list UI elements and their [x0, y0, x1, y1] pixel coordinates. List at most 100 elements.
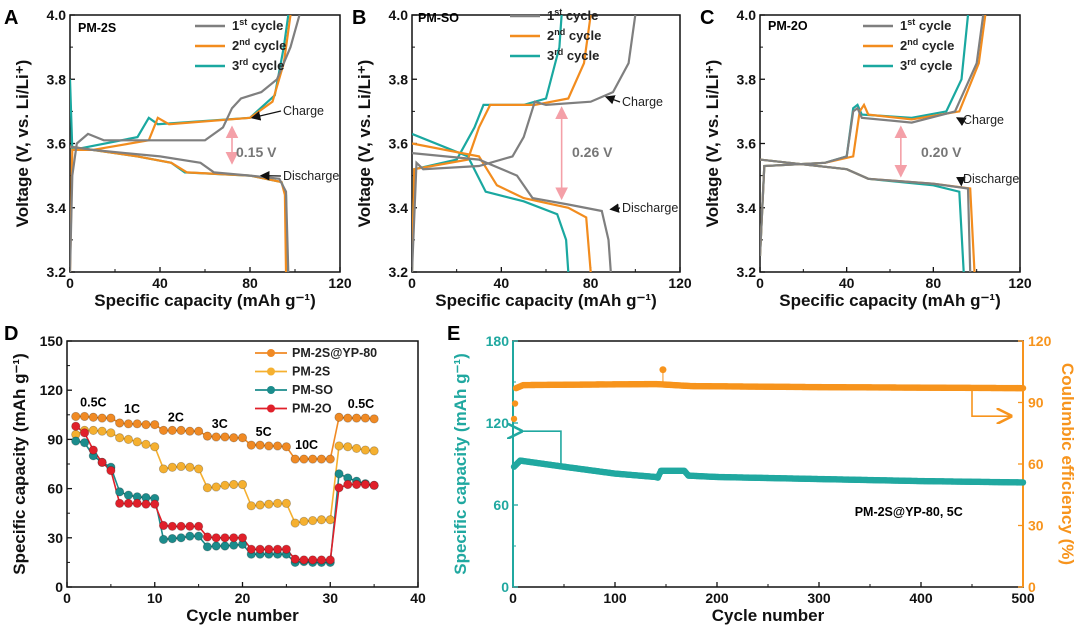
- data-point: [158, 425, 169, 435]
- data-point: [290, 518, 300, 528]
- data-point: [343, 442, 353, 452]
- data-point: [360, 479, 370, 490]
- rate-label: 2C: [168, 410, 184, 424]
- rate-label: 10C: [295, 438, 318, 452]
- discharge-label: Discharge: [622, 201, 678, 215]
- x-tick-label: 20: [235, 590, 251, 606]
- data-point: [176, 425, 186, 435]
- data-point: [264, 441, 274, 451]
- data-point: [351, 413, 362, 423]
- x-tick-label: 0: [66, 275, 74, 291]
- condition-label: PM-2S@YP-80, 5C: [855, 505, 963, 519]
- y-axis-label: Voltage (V, vs. Li/Li⁺): [355, 60, 374, 228]
- legend-suffix: cycle: [916, 58, 952, 73]
- y-tick-label: 3.8: [389, 71, 409, 87]
- x-tick-label: 40: [494, 275, 510, 291]
- x-tick-label: 400: [909, 590, 933, 606]
- charge-label: Charge: [963, 113, 1004, 127]
- y-tick-label: 3.2: [737, 264, 757, 280]
- data-point: [158, 464, 169, 474]
- y-tick-label: 120: [40, 382, 64, 398]
- legend-sup: rd: [554, 47, 563, 57]
- legend-suffix: cycle: [562, 8, 598, 23]
- legend-label: 3rd cycle: [900, 57, 952, 73]
- data-point: [334, 469, 344, 479]
- data-point: [343, 479, 353, 490]
- data-point: [360, 413, 370, 423]
- data-point: [97, 413, 107, 423]
- ce-point: [511, 400, 519, 407]
- discharge-curve-1: [70, 145, 290, 272]
- charge-label: Charge: [283, 104, 324, 118]
- x-axis-label: Specific capacity (mAh g⁻¹): [435, 291, 657, 310]
- data-point: [343, 413, 353, 423]
- y-tick-label: 90: [47, 431, 63, 447]
- data-point: [246, 544, 256, 554]
- y-tick-label: 3.6: [737, 136, 757, 152]
- legend-label: PM-SO: [292, 383, 333, 397]
- legend-num: 1: [900, 18, 907, 33]
- data-point: [194, 521, 204, 531]
- x-tick-label: 500: [1011, 590, 1035, 606]
- legend-label: 1st cycle: [232, 17, 283, 33]
- right-axis-arrow: [971, 388, 1011, 416]
- legend-label: PM-2O: [292, 402, 332, 416]
- data-point: [141, 439, 151, 449]
- panel-D: D 0 10 20 30 40 0 30 60 90 120 150 Cycle number Speci…: [4, 323, 426, 625]
- data-point: [150, 420, 160, 430]
- data-point: [229, 479, 239, 490]
- curves: [70, 15, 301, 272]
- discharge-label: Discharge: [963, 172, 1019, 186]
- data-point: [71, 411, 81, 422]
- data-point: [325, 454, 335, 464]
- data-point: [132, 437, 142, 447]
- data-point: [185, 531, 195, 541]
- data-point: [115, 498, 125, 508]
- x-tick-label: 80: [583, 275, 599, 291]
- sample-label: PM-2O: [768, 19, 808, 33]
- data-point: [211, 482, 221, 492]
- y-tick-label: 60: [493, 497, 509, 513]
- data-point: [79, 411, 90, 422]
- data-point: [150, 442, 160, 452]
- y-tick-label: 4.0: [737, 7, 757, 23]
- sample-label: PM-2S: [78, 21, 116, 35]
- legend-sup: rd: [907, 57, 916, 67]
- data-point: [211, 432, 221, 442]
- data-point: [255, 440, 265, 450]
- legend-num: 3: [232, 58, 239, 73]
- data-point: [369, 480, 379, 490]
- panel-letter: D: [4, 323, 18, 345]
- data-point: [220, 480, 230, 490]
- data-point: [158, 534, 169, 545]
- data-point: [115, 433, 125, 443]
- legend-marker: [267, 404, 275, 413]
- rate-label: 1C: [124, 402, 140, 416]
- x-tick-label: 100: [603, 590, 627, 606]
- y-tick-label: 3.8: [737, 71, 757, 87]
- data-point: [176, 461, 186, 472]
- ce-point: [659, 366, 667, 374]
- discharge-arrow: [609, 203, 621, 213]
- y-axis-label: Voltage (V, vs. Li/Li⁺): [703, 60, 722, 228]
- y-tick-label: 3.4: [389, 200, 409, 216]
- voltage-gap-label: 0.26 V: [572, 144, 613, 160]
- y-right-tick-label: 30: [1028, 518, 1044, 534]
- y-tick-label: 3.4: [47, 200, 67, 216]
- y-tick-label: 60: [47, 481, 63, 497]
- legend-suffix: cycle: [250, 38, 286, 53]
- data-point: [290, 454, 300, 464]
- legend-label: 1st cycle: [900, 17, 951, 33]
- data-point: [176, 533, 186, 543]
- y-tick-label: 3.8: [47, 71, 67, 87]
- data-point: [167, 425, 177, 435]
- ce-point: [510, 415, 518, 423]
- data-point: [334, 441, 344, 451]
- data-point: [229, 433, 239, 443]
- data-point: [71, 421, 81, 431]
- data-point: [281, 442, 291, 452]
- x-tick-label: 40: [152, 275, 168, 291]
- x-tick-label: 0: [408, 275, 416, 291]
- data-point: [211, 541, 221, 551]
- charge-arrow: [604, 95, 621, 105]
